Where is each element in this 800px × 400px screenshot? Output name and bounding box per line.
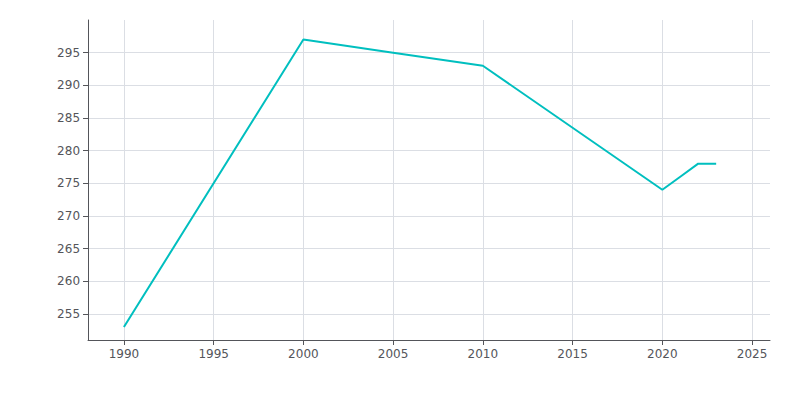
svg-text:2010: 2010 [468, 347, 499, 361]
svg-text:2015: 2015 [557, 347, 588, 361]
svg-text:295: 295 [57, 46, 80, 60]
svg-text:270: 270 [57, 209, 80, 223]
svg-text:1995: 1995 [198, 347, 229, 361]
svg-text:2025: 2025 [737, 347, 768, 361]
svg-text:285: 285 [57, 111, 80, 125]
svg-text:1990: 1990 [109, 347, 140, 361]
svg-text:255: 255 [57, 307, 80, 321]
svg-text:290: 290 [57, 78, 80, 92]
svg-text:2020: 2020 [647, 347, 678, 361]
svg-text:2005: 2005 [378, 347, 409, 361]
svg-text:275: 275 [57, 176, 80, 190]
svg-text:260: 260 [57, 274, 80, 288]
svg-text:265: 265 [57, 242, 80, 256]
svg-text:2000: 2000 [288, 347, 319, 361]
svg-text:280: 280 [57, 144, 80, 158]
